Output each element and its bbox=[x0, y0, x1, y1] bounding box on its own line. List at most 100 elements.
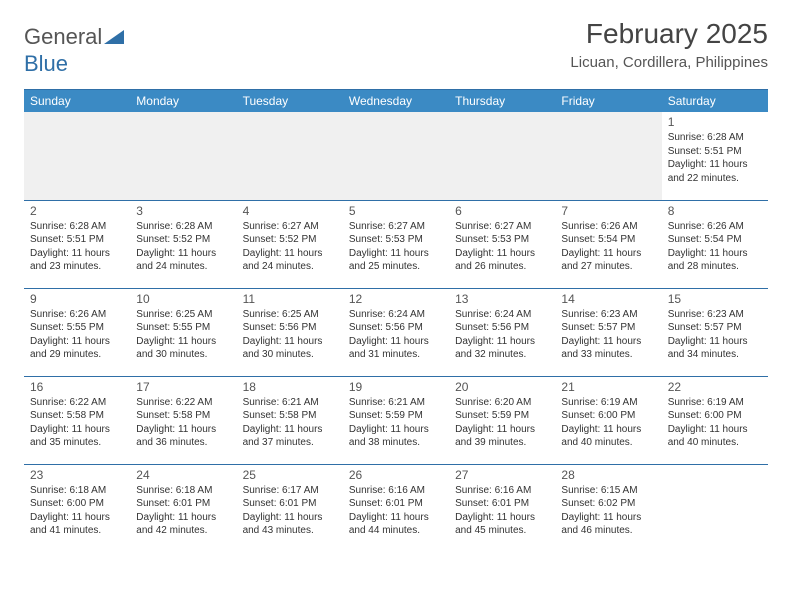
sunset-text: Sunset: 5:56 PM bbox=[349, 321, 443, 335]
sunset-text: Sunset: 5:57 PM bbox=[668, 321, 762, 335]
sunset-text: Sunset: 5:54 PM bbox=[668, 233, 762, 247]
daylight-text: Daylight: 11 hours and 33 minutes. bbox=[561, 335, 655, 362]
day-number: 17 bbox=[136, 380, 230, 394]
sunrise-text: Sunrise: 6:23 AM bbox=[561, 308, 655, 322]
day-info: Sunrise: 6:28 AMSunset: 5:52 PMDaylight:… bbox=[136, 220, 230, 274]
calendar-cell: 12Sunrise: 6:24 AMSunset: 5:56 PMDayligh… bbox=[343, 288, 449, 376]
day-number: 24 bbox=[136, 468, 230, 482]
day-header: Monday bbox=[130, 90, 236, 112]
day-info: Sunrise: 6:22 AMSunset: 5:58 PMDaylight:… bbox=[136, 396, 230, 450]
sunrise-text: Sunrise: 6:23 AM bbox=[668, 308, 762, 322]
calendar-cell: 18Sunrise: 6:21 AMSunset: 5:58 PMDayligh… bbox=[237, 376, 343, 464]
day-number: 1 bbox=[668, 115, 762, 129]
sunrise-text: Sunrise: 6:18 AM bbox=[30, 484, 124, 498]
calendar-cell: 16 Sunrise: 6:22 AMSunset: 5:58 PMDayligh… bbox=[24, 376, 130, 464]
sunrise-text: Sunrise: 6:21 AM bbox=[243, 396, 337, 410]
day-info: Sunrise: 6:26 AMSunset: 5:55 PMDaylight:… bbox=[30, 308, 124, 362]
daylight-text: Daylight: 11 hours and 38 minutes. bbox=[349, 423, 443, 450]
calendar-cell: 10Sunrise: 6:25 AMSunset: 5:55 PMDayligh… bbox=[130, 288, 236, 376]
sunrise-text: Sunrise: 6:19 AM bbox=[561, 396, 655, 410]
daylight-text: Daylight: 11 hours and 32 minutes. bbox=[455, 335, 549, 362]
sunrise-text: Sunrise: 6:21 AM bbox=[349, 396, 443, 410]
sunrise-text: Sunrise: 6:24 AM bbox=[455, 308, 549, 322]
day-number: 8 bbox=[668, 204, 762, 218]
calendar-cell: 27Sunrise: 6:16 AMSunset: 6:01 PMDayligh… bbox=[449, 464, 555, 552]
sunset-text: Sunset: 5:58 PM bbox=[243, 409, 337, 423]
sunrise-text: Sunrise: 6:27 AM bbox=[243, 220, 337, 234]
day-info: Sunrise: 6:15 AMSunset: 6:02 PMDaylight:… bbox=[561, 484, 655, 538]
sunrise-text: Sunrise: 6:19 AM bbox=[668, 396, 762, 410]
sunset-text: Sunset: 5:52 PM bbox=[136, 233, 230, 247]
day-number: 26 bbox=[349, 468, 443, 482]
calendar-cell: 14 Sunrise: 6:23 AMSunset: 5:57 PMDayligh… bbox=[555, 288, 661, 376]
calendar-cell: 15Sunrise: 6:23 AMSunset: 5:57 PMDayligh… bbox=[662, 288, 768, 376]
sunrise-text: Sunrise: 6:25 AM bbox=[243, 308, 337, 322]
day-header: Sunday bbox=[24, 90, 130, 112]
daylight-text: Daylight: 11 hours and 35 minutes. bbox=[30, 423, 124, 450]
day-number: 5 bbox=[349, 204, 443, 218]
calendar-cell: 19Sunrise: 6:21 AMSunset: 5:59 PMDayligh… bbox=[343, 376, 449, 464]
calendar-cell: 1Sunrise: 6:28 AMSunset: 5:51 PMDaylight… bbox=[662, 112, 768, 200]
calendar-cell: 7Sunrise: 6:26 AMSunset: 5:54 PMDaylight… bbox=[555, 200, 661, 288]
day-header-row: Sunday Monday Tuesday Wednesday Thursday… bbox=[24, 90, 768, 112]
sunset-text: Sunset: 5:58 PM bbox=[30, 409, 124, 423]
sunset-text: Sunset: 5:55 PM bbox=[30, 321, 124, 335]
sunrise-text: Sunrise: 6:25 AM bbox=[136, 308, 230, 322]
sunset-text: Sunset: 5:52 PM bbox=[243, 233, 337, 247]
day-number: 13 bbox=[455, 292, 549, 306]
daylight-text: Daylight: 11 hours and 29 minutes. bbox=[30, 335, 124, 362]
sunrise-text: Sunrise: 6:17 AM bbox=[243, 484, 337, 498]
day-number: 28 bbox=[561, 468, 655, 482]
sunrise-text: Sunrise: 6:26 AM bbox=[561, 220, 655, 234]
sunset-text: Sunset: 5:58 PM bbox=[136, 409, 230, 423]
day-header: Saturday bbox=[662, 90, 768, 112]
day-info: Sunrise: 6:16 AMSunset: 6:01 PMDaylight:… bbox=[349, 484, 443, 538]
calendar-cell bbox=[237, 112, 343, 200]
daylight-text: Daylight: 11 hours and 44 minutes. bbox=[349, 511, 443, 538]
day-number: 19 bbox=[349, 380, 443, 394]
calendar-cell: 3Sunrise: 6:28 AMSunset: 5:52 PMDaylight… bbox=[130, 200, 236, 288]
daylight-text: Daylight: 11 hours and 26 minutes. bbox=[455, 247, 549, 274]
sunset-text: Sunset: 6:01 PM bbox=[136, 497, 230, 511]
triangle-icon bbox=[104, 24, 124, 50]
day-info: Sunrise: 6:21 AMSunset: 5:58 PMDaylight:… bbox=[243, 396, 337, 450]
day-number: 14 bbox=[561, 292, 655, 306]
calendar-cell: 23Sunrise: 6:18 AMSunset: 6:00 PMDayligh… bbox=[24, 464, 130, 552]
day-info: Sunrise: 6:22 AMSunset: 5:58 PMDaylight:… bbox=[30, 396, 124, 450]
day-number: 12 bbox=[349, 292, 443, 306]
sunrise-text: Sunrise: 6:28 AM bbox=[30, 220, 124, 234]
day-info: Sunrise: 6:24 AMSunset: 5:56 PMDaylight:… bbox=[455, 308, 549, 362]
day-info: Sunrise: 6:25 AMSunset: 5:56 PMDaylight:… bbox=[243, 308, 337, 362]
sunset-text: Sunset: 5:56 PM bbox=[455, 321, 549, 335]
day-info: Sunrise: 6:16 AMSunset: 6:01 PMDaylight:… bbox=[455, 484, 549, 538]
calendar-cell: 4Sunrise: 6:27 AMSunset: 5:52 PMDaylight… bbox=[237, 200, 343, 288]
sunrise-text: Sunrise: 6:28 AM bbox=[668, 131, 762, 145]
day-info: Sunrise: 6:19 AMSunset: 6:00 PMDaylight:… bbox=[668, 396, 762, 450]
daylight-text: Daylight: 11 hours and 40 minutes. bbox=[668, 423, 762, 450]
calendar-cell bbox=[130, 112, 236, 200]
daylight-text: Daylight: 11 hours and 37 minutes. bbox=[243, 423, 337, 450]
day-number: 21 bbox=[561, 380, 655, 394]
sunset-text: Sunset: 6:01 PM bbox=[455, 497, 549, 511]
day-info: Sunrise: 6:23 AMSunset: 5:57 PMDaylight:… bbox=[668, 308, 762, 362]
day-header: Tuesday bbox=[237, 90, 343, 112]
day-info: Sunrise: 6:18 AMSunset: 6:00 PMDaylight:… bbox=[30, 484, 124, 538]
day-number: 16 bbox=[30, 380, 124, 394]
calendar-cell: 8Sunrise: 6:26 AMSunset: 5:54 PMDaylight… bbox=[662, 200, 768, 288]
sunrise-text: Sunrise: 6:22 AM bbox=[136, 396, 230, 410]
sunset-text: Sunset: 5:53 PM bbox=[455, 233, 549, 247]
day-info: Sunrise: 6:27 AMSunset: 5:52 PMDaylight:… bbox=[243, 220, 337, 274]
calendar-cell: 2Sunrise: 6:28 AMSunset: 5:51 PMDaylight… bbox=[24, 200, 130, 288]
sunset-text: Sunset: 5:51 PM bbox=[668, 145, 762, 159]
day-info: Sunrise: 6:18 AMSunset: 6:01 PMDaylight:… bbox=[136, 484, 230, 538]
daylight-text: Daylight: 11 hours and 30 minutes. bbox=[243, 335, 337, 362]
calendar-cell: 21 Sunrise: 6:19 AMSunset: 6:00 PMDayligh… bbox=[555, 376, 661, 464]
calendar-cell: 6Sunrise: 6:27 AMSunset: 5:53 PMDaylight… bbox=[449, 200, 555, 288]
sunrise-text: Sunrise: 6:27 AM bbox=[455, 220, 549, 234]
sunset-text: Sunset: 5:57 PM bbox=[561, 321, 655, 335]
sunset-text: Sunset: 6:00 PM bbox=[668, 409, 762, 423]
sunset-text: Sunset: 5:54 PM bbox=[561, 233, 655, 247]
day-info: Sunrise: 6:19 AMSunset: 6:00 PMDaylight:… bbox=[561, 396, 655, 450]
daylight-text: Daylight: 11 hours and 40 minutes. bbox=[561, 423, 655, 450]
day-number: 22 bbox=[668, 380, 762, 394]
